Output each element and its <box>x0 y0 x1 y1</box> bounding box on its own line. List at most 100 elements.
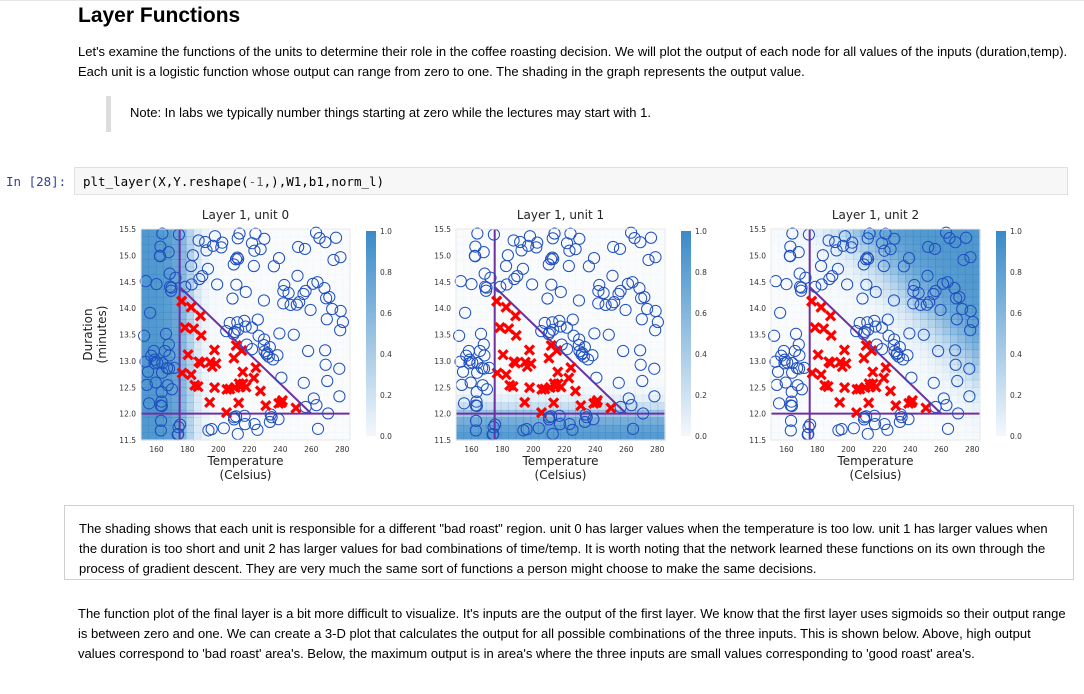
good-roast-marker <box>635 313 648 326</box>
shade-cell <box>778 244 787 253</box>
shade-cell <box>771 433 779 441</box>
shade-cell <box>215 319 224 328</box>
bad-roast-marker <box>208 344 221 356</box>
good-roast-marker <box>233 227 246 240</box>
bad-roast-marker <box>809 321 821 334</box>
shade-cell <box>583 304 591 312</box>
bad-roast-marker <box>890 399 902 412</box>
bad-roast-marker <box>548 397 560 409</box>
good-roast-marker <box>830 244 843 257</box>
y-tick-label: 15.0 <box>119 251 136 260</box>
shade-cell <box>597 424 606 433</box>
good-roast-marker <box>154 414 168 427</box>
shade-cell <box>464 267 472 275</box>
cell-prompt: In [28]: <box>6 174 67 189</box>
shade-cell <box>486 327 494 335</box>
bad-roast-marker <box>188 323 200 335</box>
good-roast-marker <box>554 285 567 299</box>
good-roast-marker <box>239 285 252 299</box>
shade-cell <box>935 349 944 358</box>
bad-roast-marker <box>824 310 837 322</box>
shade-cell <box>208 319 217 328</box>
shade-cell <box>890 289 899 298</box>
good-roast-marker <box>592 297 605 310</box>
shade-cell <box>905 311 914 320</box>
shade-cell <box>290 342 298 350</box>
good-roast-marker <box>470 395 483 408</box>
colorbar-tick-label: 0.2 <box>380 391 392 400</box>
shade-cell <box>456 297 464 305</box>
good-roast-marker <box>785 385 798 399</box>
shade-cell <box>965 349 974 358</box>
shade-cell <box>658 297 666 305</box>
shade-cell <box>920 327 929 336</box>
shade-cell <box>950 319 959 328</box>
shade-cell <box>523 335 531 343</box>
shade-cell <box>335 282 343 290</box>
x-tick-label: 160 <box>149 445 164 454</box>
shade-cell <box>538 417 547 426</box>
shade-cell <box>456 379 465 388</box>
shade-cell <box>141 342 150 351</box>
shade-cell <box>148 281 157 290</box>
shade-cell <box>313 417 321 425</box>
shade-cell <box>605 372 613 380</box>
explain-paragraph: The shading shows that each unit is resp… <box>79 521 1048 576</box>
shade-cell <box>148 296 157 305</box>
shade-cell <box>148 274 157 283</box>
shade-cell <box>583 289 591 297</box>
shade-cell <box>912 357 921 366</box>
shade-cell <box>658 259 666 267</box>
shade-cell <box>478 394 487 403</box>
shade-cell <box>890 244 899 253</box>
shade-cell <box>801 402 809 410</box>
y-tick-label: 14.0 <box>749 304 766 313</box>
note-blockquote: Note: In labs we typically number things… <box>106 96 711 132</box>
shade-cell <box>597 402 606 411</box>
good-roast-marker <box>516 262 530 275</box>
shade-cell <box>657 402 666 411</box>
shade-cell <box>516 342 524 350</box>
shade-cell <box>515 424 524 433</box>
shade-cell <box>290 425 298 433</box>
good-roast-marker <box>956 302 969 316</box>
shade-cell <box>935 304 944 313</box>
good-roast-marker <box>532 422 545 435</box>
shade-cell <box>786 433 794 441</box>
shade-cell <box>627 417 636 426</box>
shade-cell <box>470 417 479 426</box>
x-tick-label: 180 <box>180 445 195 454</box>
shade-cell <box>957 334 966 343</box>
shade-cell <box>793 319 801 327</box>
shade-cell <box>583 252 591 260</box>
good-roast-marker <box>555 338 568 351</box>
shade-cell <box>942 342 951 351</box>
shade-cell <box>845 304 854 313</box>
shade-cell <box>890 372 898 380</box>
shade-cell <box>620 319 628 327</box>
shade-cell <box>148 417 157 426</box>
good-roast-marker <box>641 302 654 316</box>
shade-cell <box>972 289 981 298</box>
shade-cell <box>560 402 569 411</box>
good-roast-marker <box>327 253 340 267</box>
x-tick-label: 200 <box>526 445 541 454</box>
shade-cell <box>605 432 614 441</box>
shade-cell <box>148 432 157 441</box>
code-cell[interactable]: plt_layer(X,Y.reshape(-1,),W1,b1,norm_l) <box>74 167 1068 195</box>
shade-cell <box>838 327 846 335</box>
shade-cell <box>200 342 209 351</box>
shade-cell <box>590 244 598 252</box>
bad-roast-marker <box>523 344 536 356</box>
shade-cell <box>771 297 779 305</box>
shade-cell <box>643 244 651 252</box>
shade-cell <box>523 372 531 380</box>
shade-cell <box>816 342 824 350</box>
shade-cell <box>335 417 343 425</box>
shade-cell <box>935 387 944 396</box>
shade-cell <box>793 433 801 441</box>
y-tick-label: 15.0 <box>749 251 766 260</box>
shade-cell <box>927 342 936 351</box>
shade-cell <box>163 372 172 381</box>
code-text[interactable]: plt_layer(X,Y.reshape(-1,),W1,b1,norm_l) <box>83 174 384 189</box>
